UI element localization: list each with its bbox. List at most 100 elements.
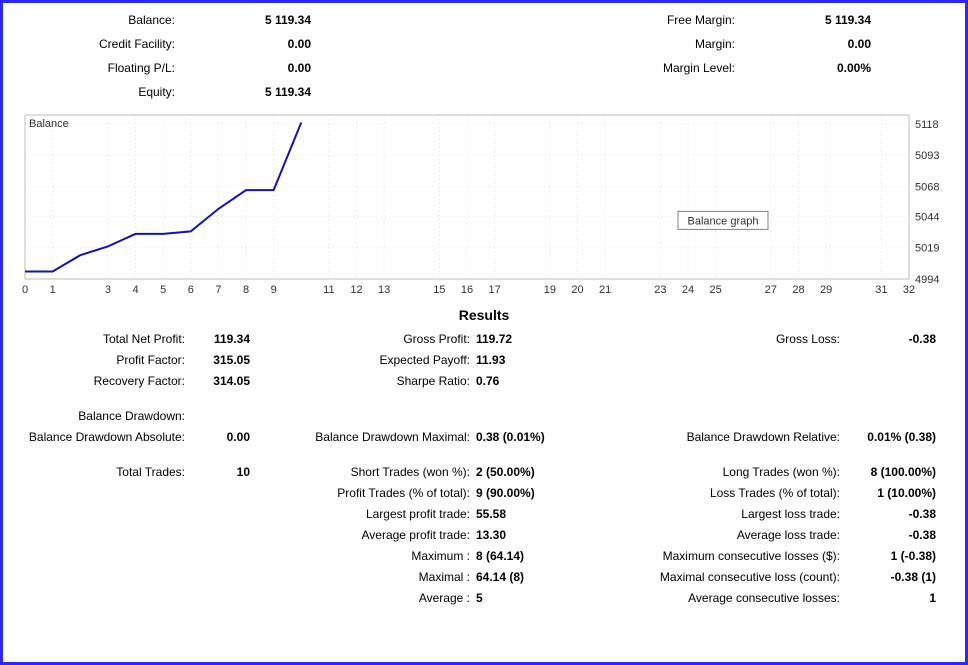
result-row: Average :5Average consecutive losses:1 <box>21 588 947 607</box>
stat-row: Equity:5 119.34 <box>21 85 361 99</box>
result-value-mid: 9 (90.00%) <box>476 486 576 500</box>
result-label-mid: Largest profit trade: <box>256 507 476 521</box>
stat-row: Margin Level:0.00% <box>581 61 921 75</box>
svg-text:15: 15 <box>433 284 445 296</box>
svg-text:Balance graph: Balance graph <box>688 215 759 227</box>
result-label-mid: Average profit trade: <box>256 528 476 542</box>
result-value-right: 1 <box>846 591 936 605</box>
result-label-right: Balance Drawdown Relative: <box>576 430 846 444</box>
svg-text:25: 25 <box>710 284 722 296</box>
result-row: Largest profit trade:55.58Largest loss t… <box>21 504 947 523</box>
result-label-mid: Average : <box>256 591 476 605</box>
result-row: Maximum :8 (64.14)Maximum consecutive lo… <box>21 546 947 565</box>
svg-text:28: 28 <box>792 284 804 296</box>
svg-text:4: 4 <box>132 284 138 296</box>
svg-text:13: 13 <box>378 284 390 296</box>
stat-value: 0.00 <box>181 37 311 51</box>
result-label-mid: Sharpe Ratio: <box>256 374 476 388</box>
result-label-right: Loss Trades (% of total): <box>576 486 846 500</box>
svg-text:0: 0 <box>22 284 28 296</box>
result-row: Average profit trade:13.30Average loss t… <box>21 525 947 544</box>
results-table: Total Net Profit:119.34Gross Profit:119.… <box>21 329 947 607</box>
stat-label: Margin Level: <box>581 61 741 75</box>
result-value-mid: 5 <box>476 591 576 605</box>
stat-label: Margin: <box>581 37 741 51</box>
stat-label: Equity: <box>21 85 181 99</box>
result-value-right: -0.38 (1) <box>846 570 936 584</box>
top-stats: Balance:5 119.34Credit Facility:0.00Floa… <box>21 13 947 99</box>
result-label-right: Average consecutive losses: <box>576 591 846 605</box>
stat-value: 5 119.34 <box>741 13 871 27</box>
svg-text:16: 16 <box>461 284 473 296</box>
svg-text:5093: 5093 <box>915 150 939 162</box>
svg-text:19: 19 <box>544 284 556 296</box>
result-label-right: Average loss trade: <box>576 528 846 542</box>
svg-text:7: 7 <box>215 284 221 296</box>
result-value-left: 315.05 <box>191 353 256 367</box>
result-label-mid: Maximal : <box>256 570 476 584</box>
result-row: Total Trades:10Short Trades (won %):2 (5… <box>21 462 947 481</box>
result-value-right: 0.01% (0.38) <box>846 430 936 444</box>
result-value-right: 1 (10.00%) <box>846 486 936 500</box>
svg-text:5068: 5068 <box>915 181 939 193</box>
result-value-mid: 55.58 <box>476 507 576 521</box>
result-label-right: Maximum consecutive losses ($): <box>576 549 846 563</box>
stat-row: Floating P/L:0.00 <box>21 61 361 75</box>
result-value-left: 0.00 <box>191 430 256 444</box>
balance-chart: 4994501950445068509351180134567891112131… <box>21 111 947 301</box>
result-label-right: Maximal consecutive loss (count): <box>576 570 846 584</box>
svg-text:3: 3 <box>105 284 111 296</box>
svg-text:9: 9 <box>271 284 277 296</box>
svg-text:29: 29 <box>820 284 832 296</box>
report-frame: Balance:5 119.34Credit Facility:0.00Floa… <box>0 0 968 665</box>
result-value-right: -0.38 <box>846 332 936 346</box>
result-label-mid: Maximum : <box>256 549 476 563</box>
svg-text:4994: 4994 <box>915 274 939 286</box>
result-label-mid: Balance Drawdown Maximal: <box>256 430 476 444</box>
stat-label: Balance: <box>21 13 181 27</box>
balance-chart-svg: 4994501950445068509351180134567891112131… <box>21 111 949 301</box>
stat-label: Floating P/L: <box>21 61 181 75</box>
row-spacer <box>21 392 947 404</box>
svg-text:12: 12 <box>350 284 362 296</box>
stat-value: 0.00 <box>181 61 311 75</box>
svg-text:1: 1 <box>50 284 56 296</box>
result-value-mid: 0.76 <box>476 374 576 388</box>
svg-text:27: 27 <box>765 284 777 296</box>
stat-row: Margin:0.00 <box>581 37 921 51</box>
row-spacer <box>21 448 947 460</box>
result-value-mid: 8 (64.14) <box>476 549 576 563</box>
svg-text:5: 5 <box>160 284 166 296</box>
result-row: Recovery Factor:314.05Sharpe Ratio:0.76 <box>21 371 947 390</box>
top-stats-right: Free Margin:5 119.34Margin:0.00Margin Le… <box>581 13 921 99</box>
svg-text:23: 23 <box>654 284 666 296</box>
svg-text:11: 11 <box>323 284 334 296</box>
stat-label: Credit Facility: <box>21 37 181 51</box>
result-value-right: 8 (100.00%) <box>846 465 936 479</box>
svg-text:8: 8 <box>243 284 249 296</box>
result-label-mid: Gross Profit: <box>256 332 476 346</box>
svg-text:32: 32 <box>903 284 915 296</box>
top-stats-left: Balance:5 119.34Credit Facility:0.00Floa… <box>21 13 361 99</box>
result-label-right: Gross Loss: <box>576 332 846 346</box>
result-label-left: Total Net Profit: <box>21 332 191 346</box>
stat-row: Free Margin:5 119.34 <box>581 13 921 27</box>
result-row: Maximal :64.14 (8)Maximal consecutive lo… <box>21 567 947 586</box>
result-label-mid: Short Trades (won %): <box>256 465 476 479</box>
result-label-left: Balance Drawdown: <box>21 409 191 423</box>
result-value-left: 314.05 <box>191 374 256 388</box>
stat-label: Free Margin: <box>581 13 741 27</box>
result-value-right: -0.38 <box>846 507 936 521</box>
svg-text:21: 21 <box>599 284 611 296</box>
result-row: Profit Trades (% of total):9 (90.00%)Los… <box>21 483 947 502</box>
result-value-left: 119.34 <box>191 332 256 346</box>
result-label-left: Total Trades: <box>21 465 191 479</box>
result-value-mid: 119.72 <box>476 332 576 346</box>
stat-value: 0.00 <box>741 37 871 51</box>
stat-value: 0.00% <box>741 61 871 75</box>
svg-text:17: 17 <box>489 284 501 296</box>
result-row: Profit Factor:315.05Expected Payoff:11.9… <box>21 350 947 369</box>
svg-text:20: 20 <box>571 284 583 296</box>
result-value-mid: 11.93 <box>476 353 576 367</box>
result-value-right: 1 (-0.38) <box>846 549 936 563</box>
